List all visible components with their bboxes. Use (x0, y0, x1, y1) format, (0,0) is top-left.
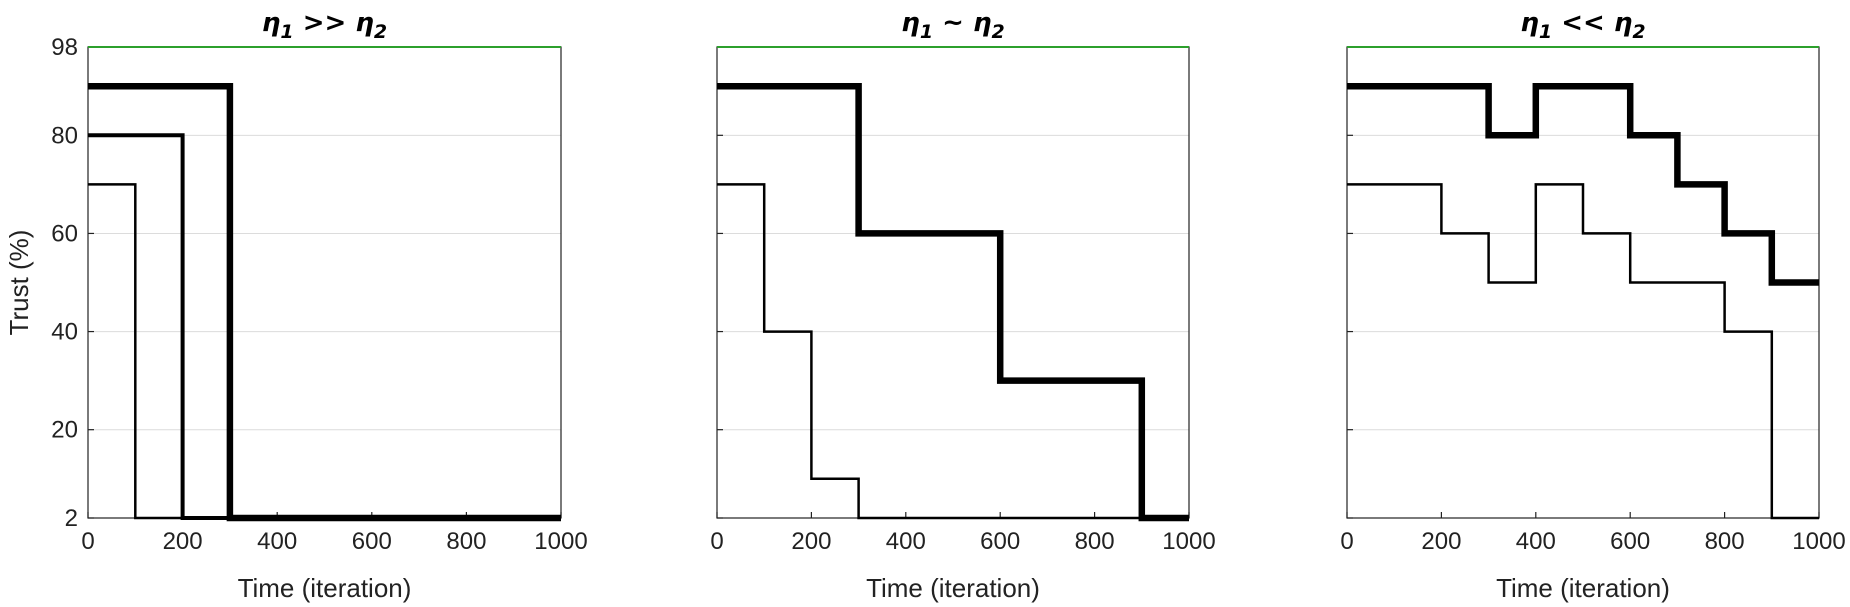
title-part: η (1520, 8, 1539, 38)
x-tick-label: 800 (446, 528, 486, 555)
x-tick-label: 0 (710, 528, 723, 555)
x-tick-label: 1000 (1162, 528, 1215, 555)
title-part: ~ (933, 8, 973, 38)
x-tick-label: 400 (257, 528, 297, 555)
x-axis-label: Time (iteration) (866, 573, 1040, 603)
title-part: 1 (1539, 21, 1552, 43)
series-line-thin (88, 183, 561, 520)
title-part: η (973, 8, 992, 38)
x-tick-label: 200 (1421, 528, 1461, 555)
x-tick-label: 800 (1075, 528, 1115, 555)
y-tick-label: 2 (65, 505, 78, 532)
x-tick-label: 400 (886, 528, 926, 555)
x-axis-label: Time (iteration) (1496, 573, 1670, 603)
y-tick-label: 40 (51, 319, 78, 346)
y-tick-label: 98 (51, 34, 78, 61)
title-part: η (901, 8, 920, 38)
series-line-thick (717, 83, 1189, 522)
x-tick-label: 600 (980, 528, 1020, 555)
x-tick-label: 200 (163, 528, 203, 555)
title-part: 2 (1632, 21, 1645, 43)
x-tick-label: 600 (352, 528, 392, 555)
y-axis-label: Trust (%) (4, 230, 34, 336)
title-part: η (1614, 8, 1633, 38)
y-tick-label: 60 (51, 220, 78, 247)
series-line-thick (88, 83, 561, 522)
axes-box (1346, 46, 1820, 519)
title-part: η (262, 8, 281, 38)
title-part: 1 (920, 21, 933, 43)
series-line-thick (1347, 83, 1819, 286)
chart-panel-1: 0 200 400 600 800 1000 2 20 40 60 80 98 Time (iterat… (4, 8, 588, 603)
title-part: η (355, 8, 374, 38)
x-tick-label: 1000 (534, 528, 587, 555)
y-tick-label: 20 (51, 417, 78, 444)
x-axis-label: Time (iteration) (238, 573, 412, 603)
series-line-medium (88, 133, 561, 520)
y-tick-label: 80 (51, 122, 78, 149)
x-tick-label: 1000 (1792, 528, 1845, 555)
axes-box (87, 46, 562, 519)
axes-box (716, 46, 1190, 519)
panel-title: η1 >> η2 (262, 8, 387, 43)
title-part: << (1552, 8, 1614, 38)
title-part: 1 (280, 21, 293, 43)
x-tick-label: 800 (1705, 528, 1745, 555)
title-part: 2 (374, 21, 387, 43)
x-tick-label: 600 (1610, 528, 1650, 555)
x-tick-label: 200 (791, 528, 831, 555)
title-part: 2 (991, 21, 1004, 43)
panel-title: η1 << η2 (1520, 8, 1645, 43)
x-tick-label: 0 (1340, 528, 1353, 555)
panel-title: η1 ~ η2 (901, 8, 1004, 43)
x-tick-label: 400 (1516, 528, 1556, 555)
series-line-thin (1347, 183, 1819, 520)
x-tick-label: 0 (81, 528, 94, 555)
series-line-thin (717, 183, 1189, 520)
title-part: >> (294, 8, 356, 38)
